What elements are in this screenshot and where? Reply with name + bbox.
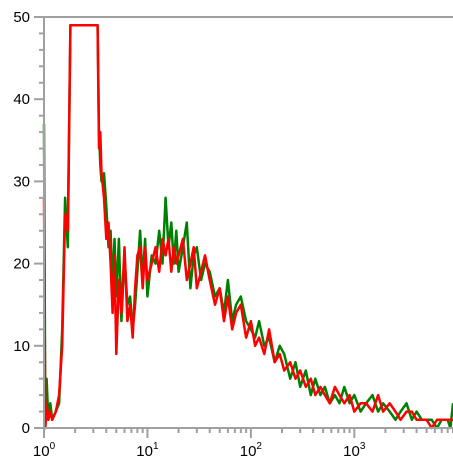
y-ticks: 0 10 20 30 40 50 [13, 9, 44, 437]
y-tick-label: 0 [22, 420, 30, 437]
y-tick-label: 50 [13, 9, 30, 26]
y-tick-label: 30 [13, 173, 30, 190]
plot-series [42, 23, 453, 430]
x-ticks: 100 101 102 103 [33, 428, 453, 460]
x-tick-label: 103 [343, 441, 366, 460]
x-tick-label: 102 [240, 441, 263, 460]
x-tick-label: 100 [33, 441, 56, 460]
y-tick-label: 10 [13, 338, 30, 355]
y-tick-label: 40 [13, 91, 30, 108]
x-tick-label: 101 [136, 441, 159, 460]
series-red-line [42, 23, 453, 430]
y-tick-label: 20 [13, 256, 30, 273]
